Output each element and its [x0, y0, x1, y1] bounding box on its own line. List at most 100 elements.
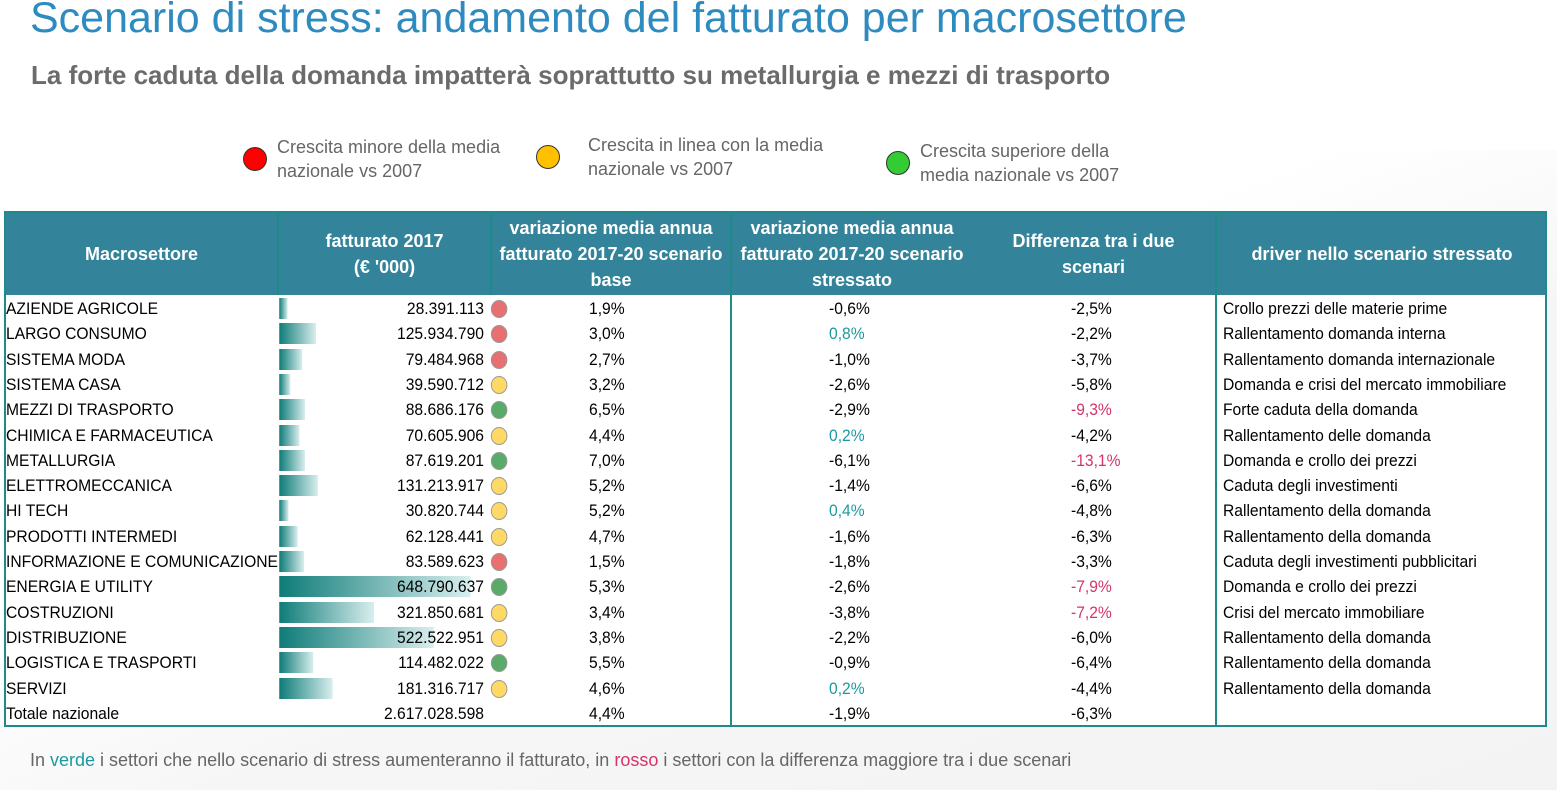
- sector-name: COSTRUZIONI: [6, 602, 114, 622]
- revenue-bar: [278, 576, 471, 598]
- legend-label: Crescita superiore della media nazionale…: [920, 141, 1120, 185]
- footnote: In verde i settori che nello scenario di…: [30, 750, 1071, 771]
- revenue-value: 648.790.637: [397, 577, 484, 597]
- sector-name: LARGO CONSUMO: [6, 324, 147, 344]
- revenue-value: 39.590.712: [405, 374, 484, 394]
- sector-name: ELETTROMECCANICA: [6, 476, 172, 496]
- base-variation: 3,4%: [588, 602, 625, 622]
- driver: Caduta degli investimenti: [1222, 476, 1398, 496]
- driver: Domanda e crisi del mercato immobiliare: [1222, 374, 1507, 394]
- status-dot-icon: [490, 578, 508, 597]
- status-dot-icon: [490, 654, 508, 673]
- table-row: SERVIZI 181.316.717 4,6% 0,2% -4,4% Rallentam…: [6, 676, 1431, 701]
- revenue-value: 70.605.906: [405, 425, 484, 445]
- base-variation: 4,4%: [588, 425, 625, 445]
- column-divider: [1215, 295, 1217, 725]
- base-variation: 5,2%: [588, 476, 625, 496]
- stress-variation: -1,8%: [828, 552, 870, 571]
- base-variation: 4,7%: [588, 526, 625, 546]
- driver: Rallentamento domanda interna: [1222, 324, 1446, 344]
- driver: Rallentamento delle domanda: [1222, 425, 1431, 445]
- revenue-bar: [278, 424, 300, 446]
- revenue-bar: [278, 551, 304, 572]
- difference: -6,4%: [1070, 653, 1112, 673]
- base-variation: 3,0%: [588, 324, 625, 344]
- header-differenza: Differenza tra i due scenari: [972, 213, 1217, 295]
- status-dot-icon: [490, 375, 508, 394]
- table-row: ELETTROMECCANICA 131.213.917 5,2% -1,4% -6,6…: [6, 473, 1422, 498]
- base-variation: 4,6%: [588, 678, 625, 698]
- table-row: HI TECH 30.820.744 5,2% 0,4% -4,8% Rallentame…: [6, 498, 1431, 523]
- table-row: COSTRUZIONI 321.850.681 3,4% -3,8% -7,2% Cris…: [6, 600, 1425, 625]
- total-row: Totale nazionale 2.617.028.598 4,4% -1,9% -6…: [6, 701, 1422, 726]
- header-macrosettore: Macrosettore: [6, 213, 279, 295]
- stress-variation: -3,8%: [828, 602, 870, 622]
- stress-variation: 0,4%: [828, 501, 865, 521]
- difference: -3,7%: [1070, 349, 1112, 369]
- status-dot-icon: [490, 679, 508, 698]
- sector-name: Totale nazionale: [6, 703, 120, 723]
- difference: -6,3%: [1070, 703, 1112, 723]
- driver: Forte caduta della domanda: [1222, 400, 1418, 420]
- page-title: Scenario di stress: andamento del fattur…: [30, 0, 1187, 42]
- driver: Rallentamento della domanda: [1222, 653, 1431, 673]
- difference: -4,8%: [1070, 501, 1112, 521]
- legend-item-green: Crescita superiore della media nazionale…: [886, 139, 1150, 187]
- revenue-bar: [278, 348, 303, 370]
- status-dot-icon: [490, 603, 508, 622]
- difference: -4,2%: [1070, 425, 1112, 445]
- revenue-bar: [278, 298, 288, 319]
- stress-variation: -1,4%: [828, 476, 870, 496]
- difference: -13,1%: [1070, 450, 1121, 470]
- table-row: MEZZI DI TRASPORTO 88.686.176 6,5% -2,9% -9,…: [6, 397, 1422, 422]
- revenue-bar: [278, 399, 306, 421]
- stress-variation: -0,6%: [828, 299, 870, 318]
- stress-variation: -0,9%: [828, 653, 870, 673]
- column-divider: [730, 295, 732, 725]
- revenue-bar: [278, 626, 434, 648]
- difference: -3,3%: [1070, 552, 1112, 571]
- legend-item-red: Crescita minore della media nazionale vs…: [243, 135, 507, 183]
- revenue-value: 321.850.681: [397, 602, 484, 622]
- stress-variation: 0,8%: [828, 324, 865, 344]
- table-row: SISTEMA CASA 39.590.712 3,2% -2,6% -5,8% Doma…: [6, 372, 1506, 397]
- revenue-bar: [278, 652, 313, 674]
- base-variation: 3,2%: [588, 374, 625, 394]
- revenue-value: 30.820.744: [405, 501, 484, 521]
- page-subtitle: La forte caduta della domanda impatterà …: [31, 60, 1111, 90]
- base-variation: 3,8%: [588, 627, 625, 647]
- legend-label: Crescita in linea con la media nazionale…: [588, 135, 824, 179]
- stress-variation: -2,2%: [828, 627, 870, 647]
- data-table: Macrosettore fatturato 2017 (€ '000) var…: [4, 211, 1547, 727]
- sector-name: ENERGIA E UTILITY: [6, 577, 153, 597]
- driver: Caduta degli investimenti pubblicitari: [1222, 552, 1477, 571]
- status-dot-icon: [490, 300, 508, 318]
- sector-name: LOGISTICA E TRASPORTI: [6, 653, 197, 673]
- sector-name: DISTRIBUZIONE: [6, 627, 127, 647]
- driver: Rallentamento domanda internazionale: [1222, 349, 1496, 369]
- stress-variation: 0,2%: [828, 425, 865, 445]
- revenue-bar: [278, 449, 305, 471]
- legend-label: Crescita minore della media nazionale vs…: [277, 137, 501, 181]
- base-variation: 7,0%: [588, 450, 625, 470]
- revenue-value: 131.213.917: [397, 476, 484, 496]
- revenue-bar: [278, 500, 289, 522]
- base-variation: 6,5%: [588, 400, 625, 420]
- stress-variation: -1,9%: [828, 703, 870, 723]
- status-dot-icon: [490, 628, 508, 647]
- difference: -6,0%: [1070, 627, 1112, 647]
- driver: Rallentamento della domanda: [1222, 501, 1431, 521]
- driver: Domanda e crollo dei prezzi: [1222, 450, 1417, 470]
- status-dot-icon: [490, 350, 508, 369]
- revenue-value: 181.316.717: [397, 678, 484, 698]
- red-dot-icon: [243, 147, 267, 171]
- stress-variation: -2,9%: [828, 400, 870, 420]
- revenue-value: 522.522.951: [397, 627, 484, 647]
- status-dot-icon: [490, 426, 508, 445]
- revenue-bar: [278, 323, 317, 345]
- stress-variation: 0,2%: [828, 678, 865, 698]
- footnote-verde: verde: [50, 750, 96, 770]
- revenue-value: 125.934.790: [397, 324, 484, 344]
- table-row: PRODOTTI INTERMEDI 62.128.441 4,7% -1,6% -6,…: [6, 524, 1431, 549]
- difference: -5,8%: [1070, 374, 1112, 394]
